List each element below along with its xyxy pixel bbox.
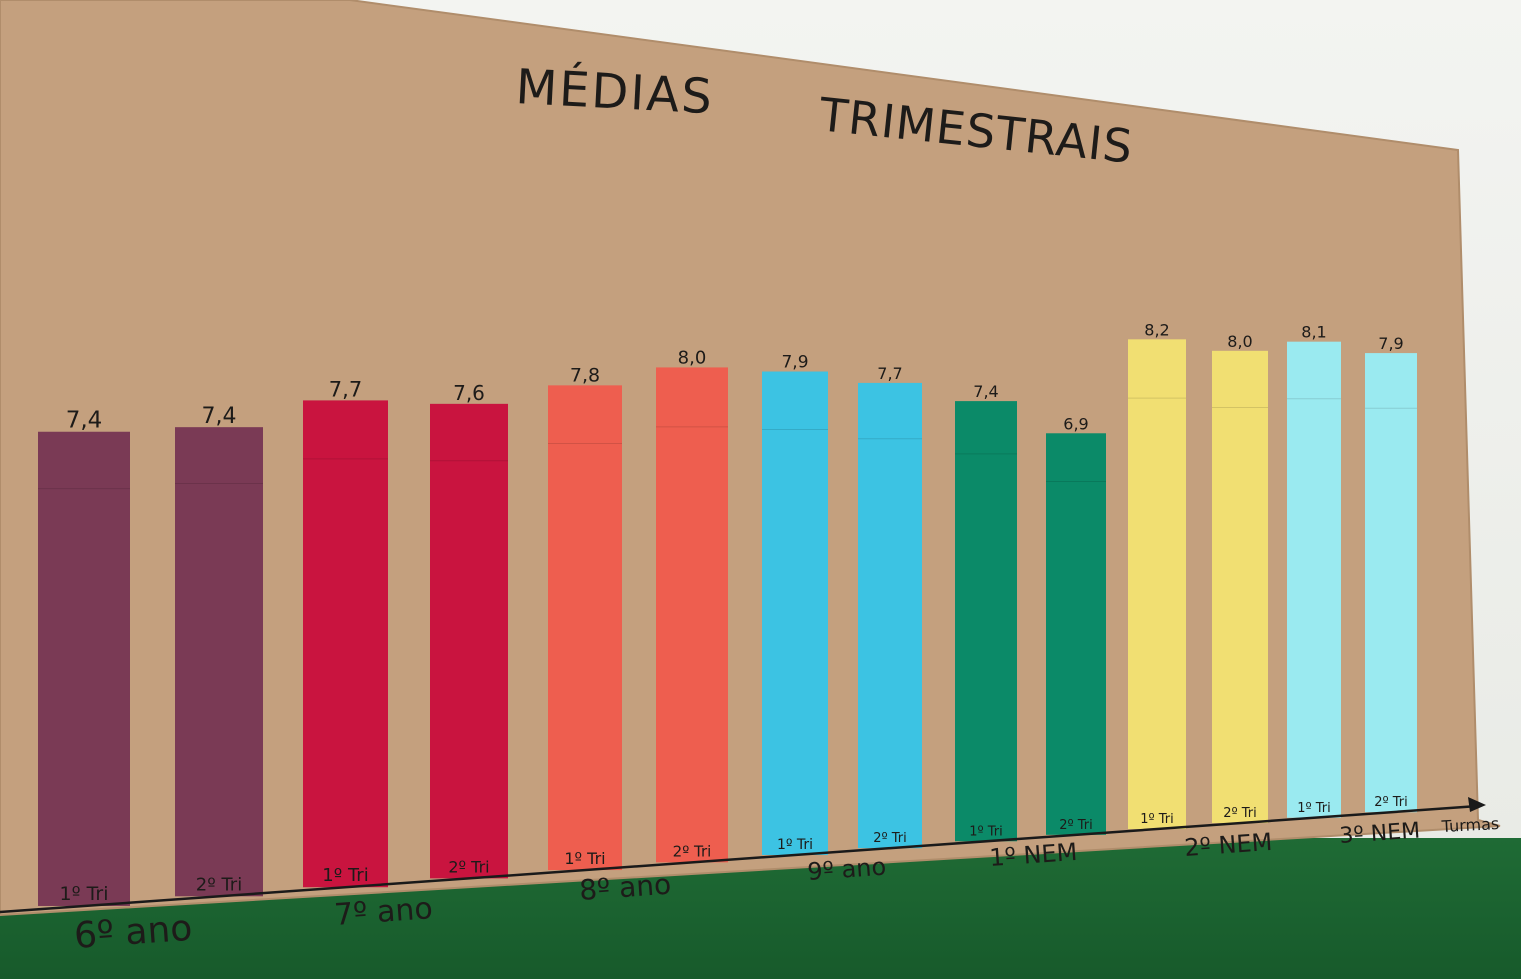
group-label-3o-nem: 3º NEM	[1339, 818, 1421, 849]
value-label-7o-ano-1o-tri: 7,7	[329, 377, 362, 401]
bar-label-2o-nem-2o-tri: 2º Tri	[1223, 806, 1257, 821]
bar-8o-ano-2o-tri	[656, 367, 728, 863]
value-label-1o-nem-1o-tri: 7,4	[973, 382, 998, 401]
value-label-7o-ano-2o-tri: 7,6	[453, 381, 485, 405]
bar-label-7o-ano-1o-tri: 1º Tri	[322, 865, 368, 886]
bar-label-8o-ano-1o-tri: 1º Tri	[564, 849, 605, 868]
bar-label-1o-nem-2o-tri: 2º Tri	[1059, 818, 1093, 833]
bar-1o-nem-1o-tri	[955, 401, 1017, 842]
bar-label-3o-nem-1o-tri: 1º Tri	[1297, 801, 1331, 816]
group-label-6o-ano: 6º ano	[73, 908, 194, 957]
x-axis-line	[0, 804, 1479, 914]
bar-3o-nem-1o-tri	[1287, 341, 1341, 818]
value-label-8o-ano-1o-tri: 7,8	[570, 364, 600, 386]
bar-label-8o-ano-2o-tri: 2º Tri	[673, 842, 712, 860]
bar-3o-nem-2o-tri	[1365, 353, 1417, 813]
bar-9o-ano-1o-tri	[762, 371, 828, 855]
bar-9o-ano-2o-tri	[858, 382, 922, 849]
bar-label-2o-nem-1o-tri: 1º Tri	[1140, 812, 1174, 827]
bar-6o-ano-2o-tri	[175, 427, 263, 897]
value-label-6o-ano-2o-tri: 7,4	[202, 404, 237, 429]
value-label-9o-ano-2o-tri: 7,7	[877, 364, 902, 383]
bar-8o-ano-1o-tri	[548, 385, 622, 871]
value-label-2o-nem-1o-tri: 8,2	[1144, 320, 1169, 339]
bar-2o-nem-2o-tri	[1212, 350, 1268, 824]
value-label-6o-ano-1o-tri: 7,4	[66, 408, 103, 434]
bar-label-3o-nem-2o-tri: 2º Tri	[1374, 795, 1408, 810]
group-label-2o-nem: 2º NEM	[1183, 828, 1273, 862]
bar-7o-ano-1o-tri	[303, 400, 388, 888]
bar-6o-ano-1o-tri	[38, 431, 130, 906]
value-label-3o-nem-2o-tri: 7,9	[1378, 334, 1403, 353]
group-label-9o-ano: 9º ano	[806, 853, 887, 886]
bar-1o-nem-2o-tri	[1046, 433, 1106, 835]
bar-label-6o-ano-2o-tri: 2º Tri	[196, 874, 242, 895]
bar-label-6o-ano-1o-tri: 1º Tri	[60, 883, 109, 905]
bar-2o-nem-1o-tri	[1128, 339, 1186, 830]
value-label-8o-ano-2o-tri: 8,0	[678, 347, 707, 368]
x-axis-arrowhead	[1468, 797, 1486, 812]
group-label-8o-ano: 8º ano	[578, 868, 672, 907]
value-label-1o-nem-2o-tri: 6,9	[1063, 414, 1088, 433]
bars-layer: 7,4 1º Tri 7,4 2º Tri 7,7 1º Tri 7,6 2º Tri 7,8 1…	[38, 320, 1417, 906]
bar-label-7o-ano-2o-tri: 2º Tri	[448, 857, 489, 876]
group-labels-layer: 6º ano 7º ano 8º ano 9º ano 1º NEM 2º NEM 3º N…	[73, 818, 1421, 957]
value-label-2o-nem-2o-tri: 8,0	[1227, 332, 1252, 351]
group-label-7o-ano: 7º ano	[333, 891, 434, 933]
chart-title-part1: MÉDIAS	[514, 58, 715, 125]
group-label-1o-nem: 1º NEM	[988, 838, 1078, 872]
x-axis-label: Turmas	[1440, 814, 1499, 836]
bar-label-9o-ano-1o-tri: 1º Tri	[777, 837, 813, 853]
bar-label-9o-ano-2o-tri: 2º Tri	[873, 831, 907, 846]
value-label-3o-nem-1o-tri: 8,1	[1301, 323, 1326, 342]
bar-7o-ano-2o-tri	[430, 403, 508, 879]
value-label-9o-ano-1o-tri: 7,9	[781, 353, 808, 373]
bar-label-1o-nem-1o-tri: 1º Tri	[969, 824, 1003, 839]
